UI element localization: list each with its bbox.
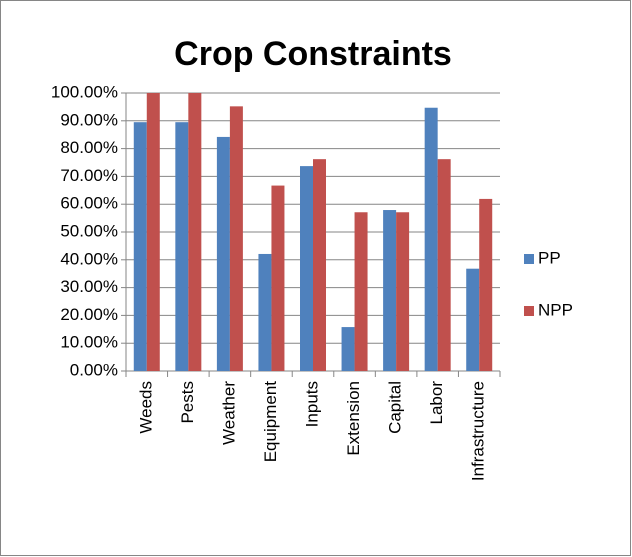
- bar: [216, 136, 230, 371]
- x-tick-label: Infrastructure: [469, 381, 488, 481]
- y-tick-label: 10.00%: [60, 333, 118, 352]
- x-tick-label: Pests: [178, 381, 197, 424]
- y-tick-label: 0.00%: [70, 360, 118, 379]
- y-tick-label: 90.00%: [60, 110, 118, 129]
- bar: [341, 327, 355, 371]
- bar: [424, 107, 438, 371]
- x-tick-label: Equipment: [261, 381, 280, 463]
- x-tick-label: Inputs: [302, 381, 321, 427]
- bar: [175, 122, 189, 371]
- y-tick-label: 80.00%: [60, 138, 118, 157]
- x-tick-label: Weather: [219, 381, 238, 445]
- bar: [396, 212, 410, 371]
- x-tick-label: Extension: [344, 381, 363, 456]
- bar: [383, 210, 397, 371]
- bar: [479, 198, 493, 371]
- legend-swatch: [524, 306, 534, 316]
- x-tick-label: Labor: [427, 381, 446, 425]
- y-tick-label: 20.00%: [60, 305, 118, 324]
- legend-label: PP: [538, 248, 561, 267]
- bar: [258, 253, 272, 371]
- x-tick-label: Capital: [386, 381, 405, 434]
- y-tick-label: 100.00%: [51, 82, 118, 101]
- y-tick-label: 50.00%: [60, 221, 118, 240]
- bar: [437, 159, 451, 371]
- bar: [188, 93, 202, 371]
- y-tick-label: 40.00%: [60, 249, 118, 268]
- y-tick-label: 60.00%: [60, 194, 118, 213]
- chart-title: Crop Constraints: [174, 35, 452, 73]
- bar: [271, 185, 285, 371]
- bar: [146, 93, 160, 371]
- legend-swatch: [524, 254, 534, 264]
- bar: [313, 159, 326, 371]
- y-tick-label: 30.00%: [60, 277, 118, 296]
- y-tick-label: 70.00%: [60, 166, 118, 185]
- legend-label: NPP: [538, 300, 573, 319]
- bar: [466, 268, 480, 371]
- bar: [300, 166, 313, 371]
- x-tick-label: Weeds: [136, 381, 155, 434]
- bar: [354, 212, 368, 371]
- bar: [229, 106, 243, 372]
- bar: [133, 122, 147, 371]
